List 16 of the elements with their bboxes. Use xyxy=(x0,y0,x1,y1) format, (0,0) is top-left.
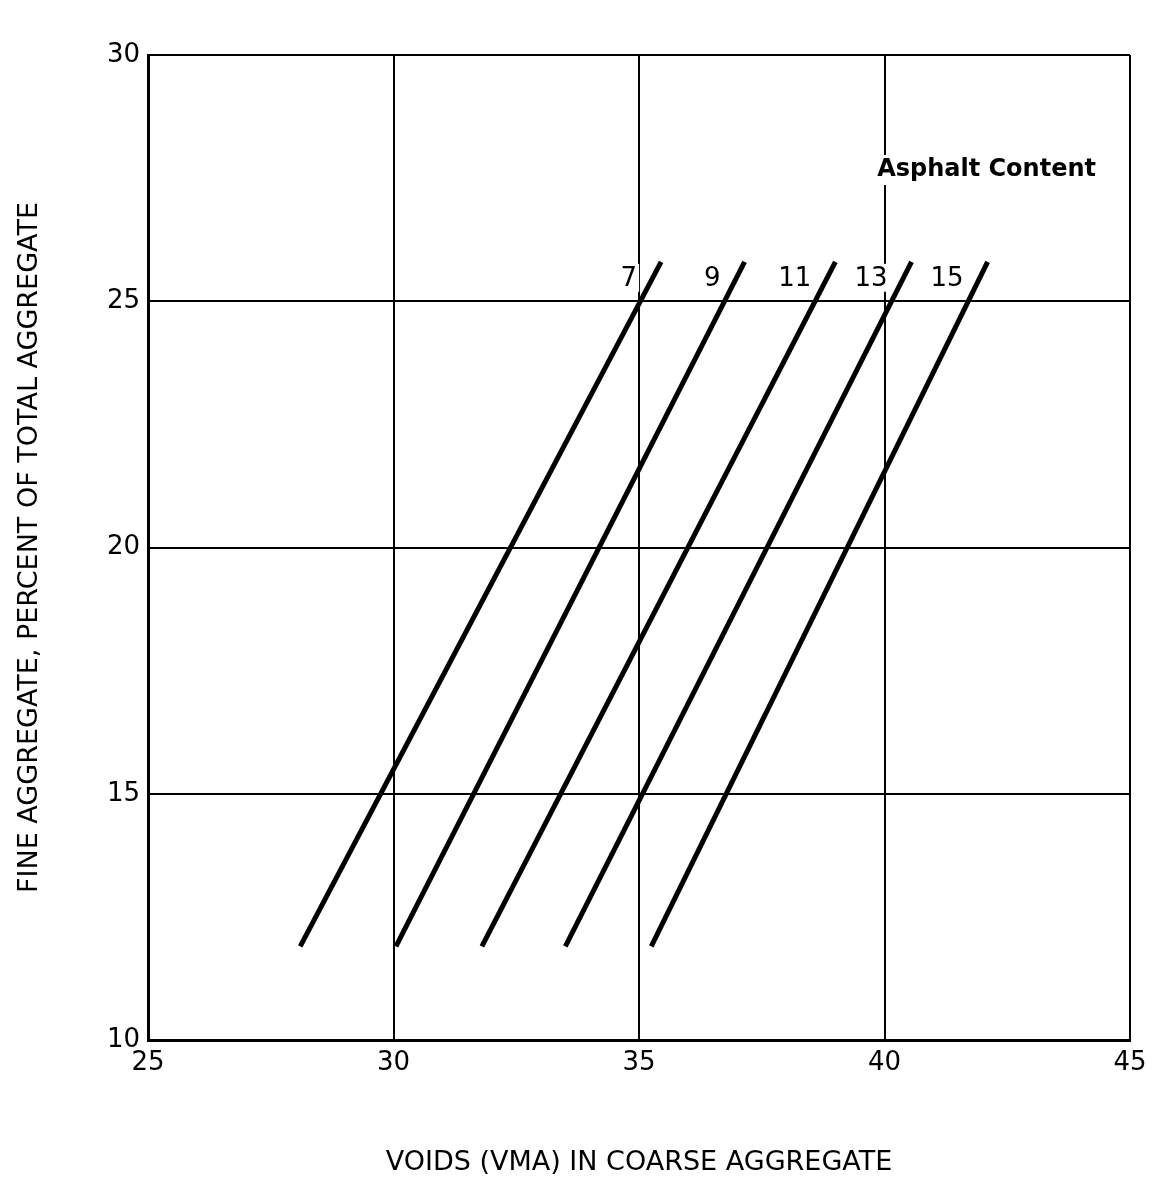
series-label: 13 xyxy=(854,261,888,292)
series-label: 15 xyxy=(930,261,964,292)
y-axis-title: FINE AGGREGATE, PERCENT OF TOTAL AGGREGATE xyxy=(12,201,44,894)
x-tick-label: 45 xyxy=(1113,1046,1147,1077)
x-tick-label: 30 xyxy=(376,1046,411,1077)
x-tick-label: 40 xyxy=(867,1046,902,1077)
series-label: 9 xyxy=(704,261,721,292)
y-tick-label: 25 xyxy=(106,284,140,314)
y-tick-label: 30 xyxy=(106,37,140,68)
x-axis-title: VOIDS (VMA) IN COARSE AGGREGATE xyxy=(385,1144,893,1176)
annotation: Asphalt Content xyxy=(877,154,1096,183)
series-label: 7 xyxy=(620,261,638,292)
series-label: 11 xyxy=(778,261,812,292)
x-tick-label: 35 xyxy=(622,1046,656,1077)
y-tick-label: 20 xyxy=(106,530,140,561)
y-tick-label: 15 xyxy=(106,776,140,807)
